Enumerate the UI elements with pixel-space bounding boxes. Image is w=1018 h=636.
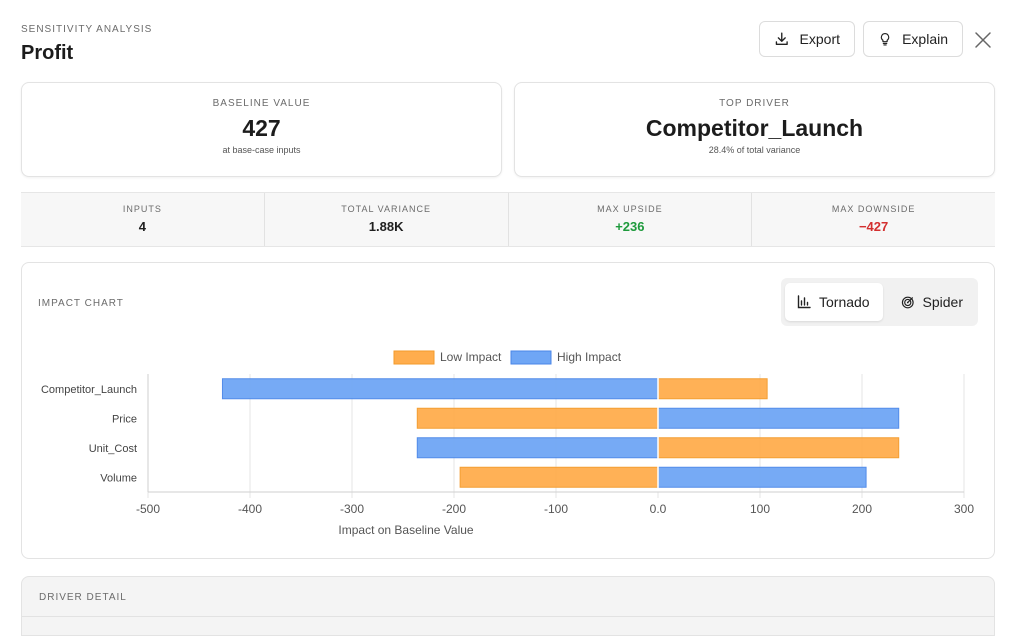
tab-spider-label: Spider [922,294,963,310]
bar-chart-icon [797,295,811,309]
explain-button[interactable]: Explain [863,21,963,57]
stat-label: MAX UPSIDE [597,204,663,214]
tab-spider[interactable]: Spider [889,283,975,321]
explain-label: Explain [902,31,948,47]
stat-label: INPUTS [122,204,162,214]
tab-tornado[interactable]: Tornado [785,283,883,321]
top-driver-value: Competitor_Launch [645,115,864,141]
driver-detail-label: DRIVER DETAIL [39,592,127,603]
stat-value: −427 [858,219,889,234]
lightbulb-icon [880,32,890,46]
stat-max-downside: MAX DOWNSIDE −427 [752,193,995,246]
export-button[interactable]: Export [759,21,855,57]
stat-value: +236 [615,219,645,234]
download-icon [775,32,788,46]
baseline-sub: at base-case inputs [222,145,301,155]
baseline-value: 427 [242,115,281,141]
baseline-card: BASELINE VALUE 427 at base-case inputs [21,82,502,177]
export-label: Export [799,31,840,47]
stat-value: 1.88K [368,219,404,234]
stats-bar: INPUTS 4 TOTAL VARIANCE 1.88K MAX UPSIDE… [21,192,995,247]
impact-chart-label: IMPACT CHART [38,298,124,309]
top-driver-label: TOP DRIVER [719,98,790,109]
baseline-label: BASELINE VALUE [212,98,311,109]
stat-value: 4 [138,219,146,234]
target-icon [901,296,914,308]
page-kicker: SENSITIVITY ANALYSIS [21,24,153,35]
stat-label: MAX DOWNSIDE [831,204,916,214]
page-title: Profit [21,42,74,64]
top-driver-card: TOP DRIVER Competitor_Launch 28.4% of to… [514,82,995,177]
tab-tornado-label: Tornado [819,294,870,310]
stat-total-variance: TOTAL VARIANCE 1.88K [265,193,509,246]
chart-type-toggle: Tornado Spider [781,278,978,326]
driver-detail-section: DRIVER DETAIL [21,576,995,636]
stat-max-upside: MAX UPSIDE +236 [509,193,753,246]
top-driver-sub: 28.4% of total variance [708,145,801,155]
divider [22,616,994,617]
stat-label: TOTAL VARIANCE [341,204,431,214]
stat-inputs: INPUTS 4 [21,193,265,246]
close-icon[interactable] [973,30,993,50]
